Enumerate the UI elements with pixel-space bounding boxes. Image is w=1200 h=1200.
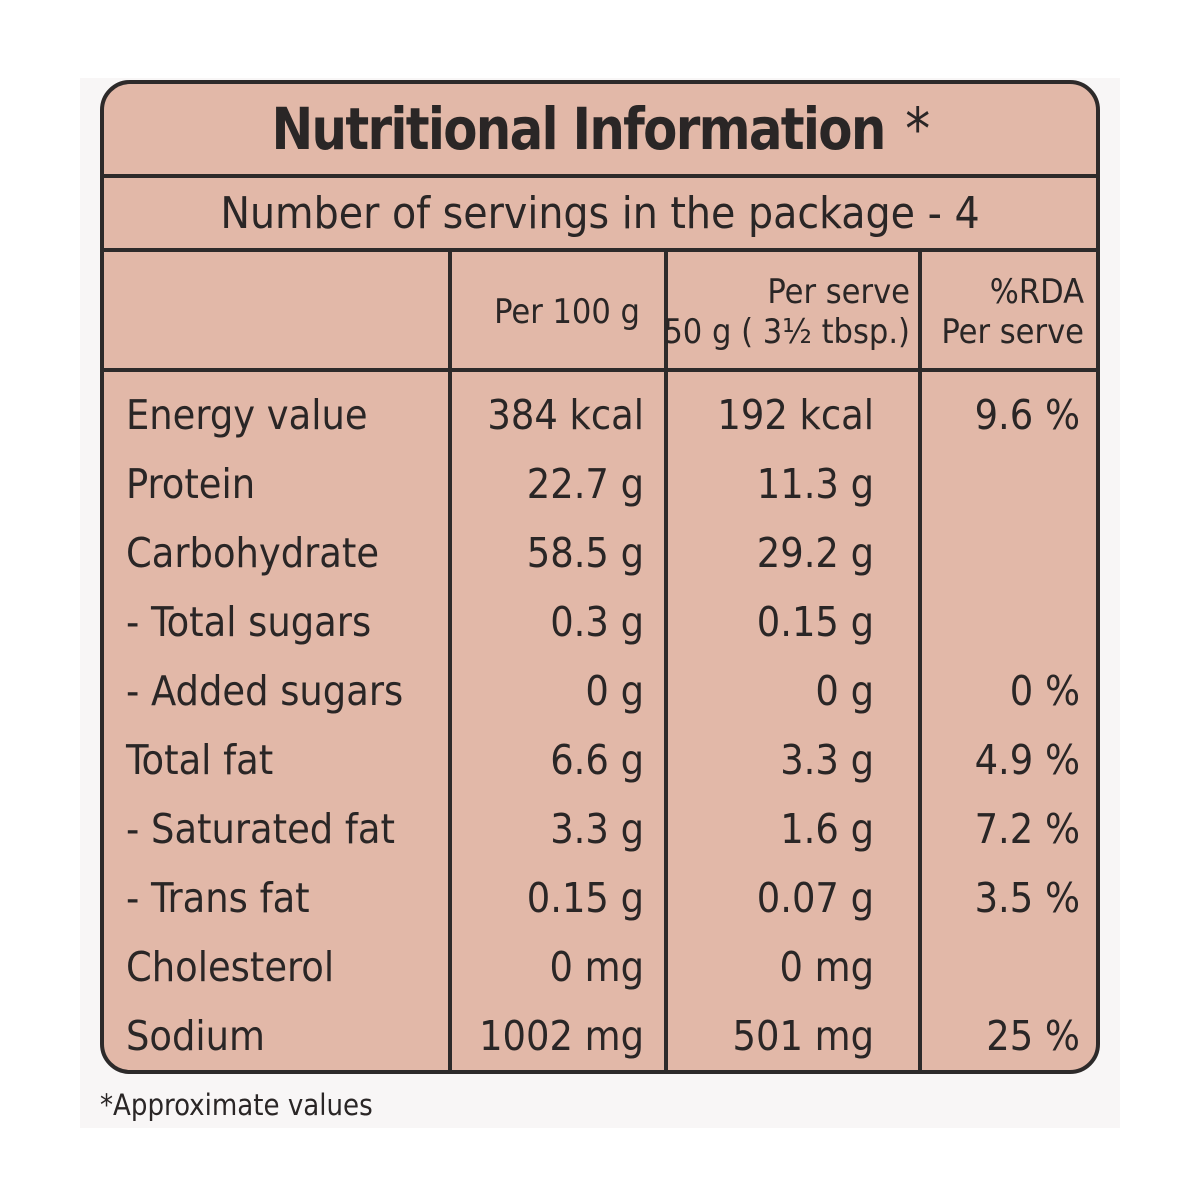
table-row: - Trans fat 0.15 g 0.07 g 3.5 % <box>104 863 1096 933</box>
header-per-serve-line2: 50 g ( 3½ tbsp.) <box>663 312 910 352</box>
per-100g-value: 6.6 g <box>550 736 644 784</box>
header-per-100g: Per 100 g <box>494 256 640 368</box>
per-100g-value: 58.5 g <box>526 529 644 577</box>
table-row: Sodium 1002 mg 501 mg 25 % <box>104 1001 1096 1070</box>
per-100g-value: 22.7 g <box>526 460 644 508</box>
per-100g-value: 0 mg <box>549 943 644 991</box>
nutrient-label: Sodium <box>126 1012 265 1060</box>
table-row: - Added sugars 0 g 0 g 0 % <box>104 656 1096 726</box>
nutrient-label: Cholesterol <box>126 943 335 991</box>
column-divider-1 <box>448 252 452 1070</box>
per-100g-value: 0.15 g <box>526 874 644 922</box>
nutrient-label: - Trans fat <box>126 874 310 922</box>
panel-title: Nutritional Information * <box>173 84 1026 174</box>
column-divider-2 <box>664 252 668 1070</box>
nutrient-label: Total fat <box>126 736 274 784</box>
table-row: Protein 22.7 g 11.3 g <box>104 449 1096 519</box>
per-serve-value: 0.15 g <box>756 598 874 646</box>
rda-value: 25 % <box>986 1012 1080 1060</box>
per-serve-value: 1.6 g <box>780 805 874 853</box>
header-per-serve: Per serve 50 g ( 3½ tbsp.) <box>663 256 910 368</box>
rda-value: 0 % <box>1009 667 1080 715</box>
per-100g-value: 0 g <box>585 667 644 715</box>
table-row: Carbohydrate 58.5 g 29.2 g <box>104 518 1096 588</box>
per-serve-value: 3.3 g <box>780 736 874 784</box>
per-serve-value: 0.07 g <box>756 874 874 922</box>
nutrient-label: - Saturated fat <box>126 805 395 853</box>
nutrient-label: - Added sugars <box>126 667 404 715</box>
header-rda: %RDA Per serve <box>941 256 1084 368</box>
per-serve-value: 192 kcal <box>717 391 874 439</box>
table-row: - Saturated fat 3.3 g 1.6 g 7.2 % <box>104 794 1096 864</box>
table-row: Cholesterol 0 mg 0 mg <box>104 932 1096 1002</box>
servings-line: Number of servings in the package - 4 <box>220 187 980 239</box>
servings-divider <box>104 248 1096 252</box>
per-100g-value: 3.3 g <box>550 805 644 853</box>
title-divider <box>104 174 1096 178</box>
per-serve-value: 11.3 g <box>756 460 874 508</box>
nutrient-label: - Total sugars <box>126 598 372 646</box>
table-row: Energy value 384 kcal 192 kcal 9.6 % <box>104 380 1096 450</box>
title-text: Nutritional Information <box>271 95 887 163</box>
nutrition-panel: Nutritional Information * Number of serv… <box>100 80 1100 1074</box>
header-per-100g-label: Per 100 g <box>494 292 640 332</box>
header-rda-line1: %RDA <box>989 272 1084 312</box>
rda-value: 9.6 % <box>974 391 1080 439</box>
rda-value: 4.9 % <box>974 736 1080 784</box>
table-row: Total fat 6.6 g 3.3 g 4.9 % <box>104 725 1096 795</box>
title-asterisk: * <box>905 95 930 163</box>
nutrient-label: Protein <box>126 460 256 508</box>
per-serve-value: 501 mg <box>732 1012 874 1060</box>
column-divider-3 <box>918 252 922 1070</box>
table-row: - Total sugars 0.3 g 0.15 g <box>104 587 1096 657</box>
header-per-serve-line1: Per serve <box>767 272 910 312</box>
per-serve-value: 0 g <box>815 667 874 715</box>
per-100g-value: 0.3 g <box>550 598 644 646</box>
header-divider <box>104 368 1096 372</box>
footnote: *Approximate values <box>100 1088 373 1122</box>
rda-value: 3.5 % <box>974 874 1080 922</box>
rda-value: 7.2 % <box>974 805 1080 853</box>
per-100g-value: 384 kcal <box>487 391 644 439</box>
per-100g-value: 1002 mg <box>479 1012 644 1060</box>
per-serve-value: 29.2 g <box>756 529 874 577</box>
header-rda-line2: Per serve <box>941 312 1084 352</box>
nutrient-label: Carbohydrate <box>126 529 380 577</box>
nutrient-label: Energy value <box>126 391 368 439</box>
per-serve-value: 0 mg <box>779 943 874 991</box>
